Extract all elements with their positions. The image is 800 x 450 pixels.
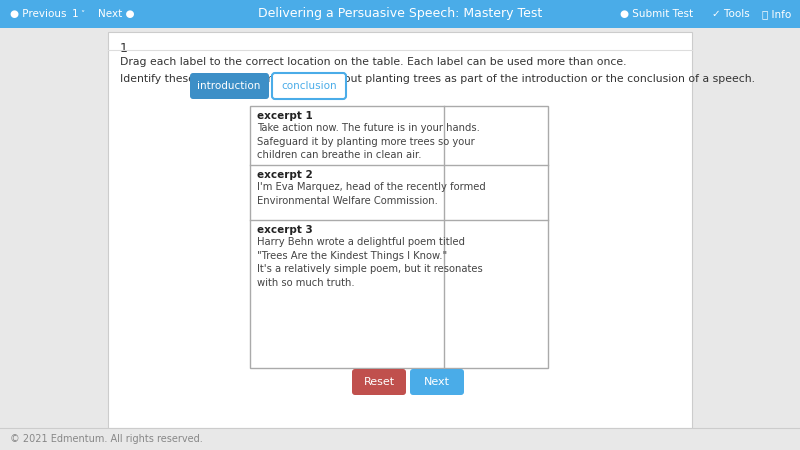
Text: Reset: Reset xyxy=(363,377,394,387)
Text: I'm Eva Marquez, head of the recently formed
Environmental Welfare Commission.: I'm Eva Marquez, head of the recently fo… xyxy=(257,182,486,206)
Text: Next: Next xyxy=(424,377,450,387)
Text: Drag each label to the correct location on the table. Each label can be used mor: Drag each label to the correct location … xyxy=(120,57,626,67)
FancyBboxPatch shape xyxy=(410,369,464,395)
Text: excerpt 1: excerpt 1 xyxy=(257,111,313,121)
Text: Identify these excerpts from a speech about planting trees as part of the introd: Identify these excerpts from a speech ab… xyxy=(120,74,755,84)
Text: introduction: introduction xyxy=(198,81,261,91)
Text: excerpt 2: excerpt 2 xyxy=(257,170,313,180)
FancyBboxPatch shape xyxy=(108,32,692,428)
Text: 1: 1 xyxy=(120,42,128,55)
Text: Delivering a Persuasive Speech: Mastery Test: Delivering a Persuasive Speech: Mastery … xyxy=(258,8,542,21)
Text: ✓ Tools: ✓ Tools xyxy=(712,9,750,19)
Text: 1: 1 xyxy=(72,9,78,19)
FancyBboxPatch shape xyxy=(0,0,800,28)
Text: conclusion: conclusion xyxy=(281,81,337,91)
FancyBboxPatch shape xyxy=(352,369,406,395)
Text: ⓘ Info: ⓘ Info xyxy=(762,9,791,19)
Text: Take action now. The future is in your hands.
Safeguard it by planting more tree: Take action now. The future is in your h… xyxy=(257,123,480,160)
FancyBboxPatch shape xyxy=(272,73,346,99)
FancyBboxPatch shape xyxy=(250,106,548,368)
Text: excerpt 3: excerpt 3 xyxy=(257,225,313,235)
Text: ● Submit Test: ● Submit Test xyxy=(620,9,693,19)
Text: Next ●: Next ● xyxy=(98,9,134,19)
Text: ● Previous: ● Previous xyxy=(10,9,66,19)
FancyBboxPatch shape xyxy=(0,428,800,450)
Text: ˅: ˅ xyxy=(80,9,84,18)
Text: Harry Behn wrote a delightful poem titled
"Trees Are the Kindest Things I Know.": Harry Behn wrote a delightful poem title… xyxy=(257,237,482,288)
FancyBboxPatch shape xyxy=(190,73,269,99)
Text: © 2021 Edmentum. All rights reserved.: © 2021 Edmentum. All rights reserved. xyxy=(10,434,202,444)
